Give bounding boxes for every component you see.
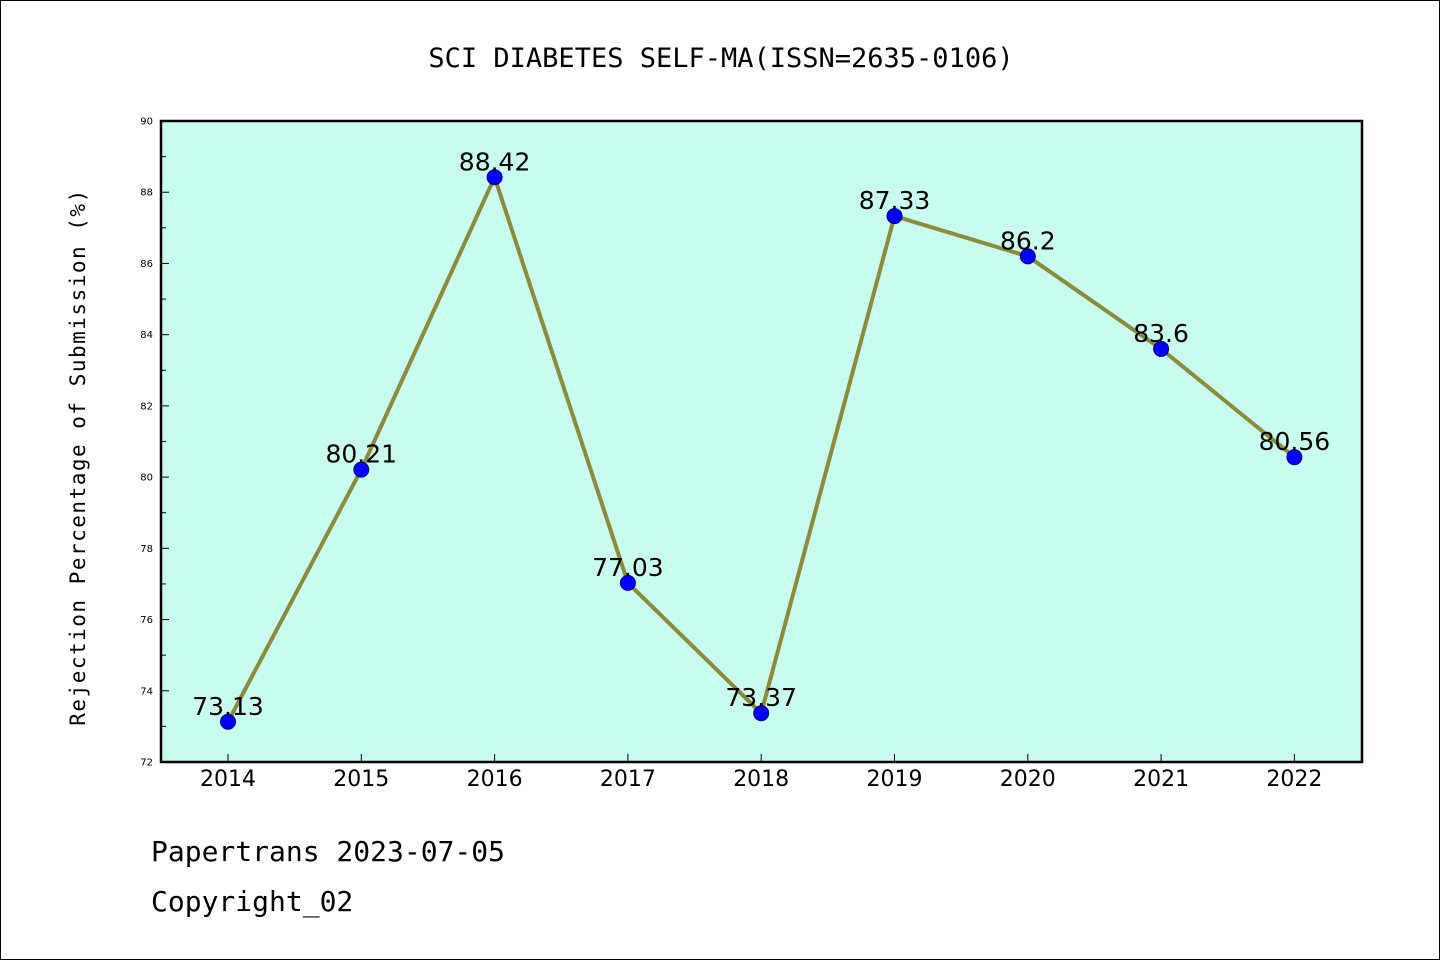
data-point <box>886 208 903 225</box>
data-label: 73.13 <box>192 692 264 721</box>
data-label: 73.37 <box>725 683 797 712</box>
data-label: 80.56 <box>1259 427 1331 456</box>
x-tick-label: 2021 <box>1133 767 1189 792</box>
x-tick-label: 2020 <box>1000 767 1056 792</box>
x-tick-label: 2017 <box>600 767 656 792</box>
y-tick-label: 84 <box>140 330 153 341</box>
x-tick-label: 2018 <box>733 767 789 792</box>
data-point <box>753 705 770 722</box>
x-tick-label: 2016 <box>467 767 523 792</box>
data-point <box>1153 340 1170 357</box>
y-tick-label: 86 <box>140 259 153 270</box>
data-point <box>486 169 503 186</box>
y-tick-label: 90 <box>140 117 153 128</box>
y-tick-label: 78 <box>140 544 153 555</box>
data-label: 88.42 <box>459 147 531 176</box>
y-tick-label: 72 <box>140 758 153 769</box>
footer-copyright: Copyright_02 <box>151 885 354 918</box>
chart-title: SCI DIABETES SELF-MA(ISSN=2635-0106) <box>428 43 1013 74</box>
data-point <box>1286 449 1303 466</box>
x-tick-label: 2014 <box>200 767 256 792</box>
data-point <box>1019 248 1036 265</box>
data-label: 86.2 <box>1000 226 1056 255</box>
y-tick-label: 76 <box>140 615 153 626</box>
data-label: 83.6 <box>1133 319 1189 348</box>
x-tick-label: 2019 <box>867 767 923 792</box>
plot-area <box>159 119 1364 764</box>
data-point <box>353 461 370 478</box>
y-axis-label: Rejection Percentage of Submission (%) <box>66 188 90 725</box>
y-tick-label: 74 <box>140 686 153 697</box>
data-labels: 73.13 80.21 88.42 77.03 73.37 87.33 86.2 83.6 80… <box>192 147 1330 720</box>
y-tick-label: 80 <box>140 473 153 484</box>
footer-source: Papertrans 2023-07-05 <box>151 835 506 868</box>
x-tick-label: 2015 <box>333 767 389 792</box>
data-label: 80.21 <box>326 440 398 469</box>
data-point <box>220 713 236 730</box>
data-label: 77.03 <box>592 553 664 582</box>
y-tick-label: 88 <box>140 188 153 199</box>
data-point <box>619 574 636 591</box>
y-axis-ticks: 72 74 76 78 80 82 84 86 88 90 <box>140 117 169 769</box>
data-points <box>220 169 1303 730</box>
y-tick-label: 82 <box>140 401 153 412</box>
x-axis-ticks: 2014 2015 2016 2017 2018 2019 2020 2021 2022 <box>200 754 1322 792</box>
x-tick-label: 2022 <box>1266 767 1322 792</box>
data-label: 87.33 <box>859 186 931 215</box>
